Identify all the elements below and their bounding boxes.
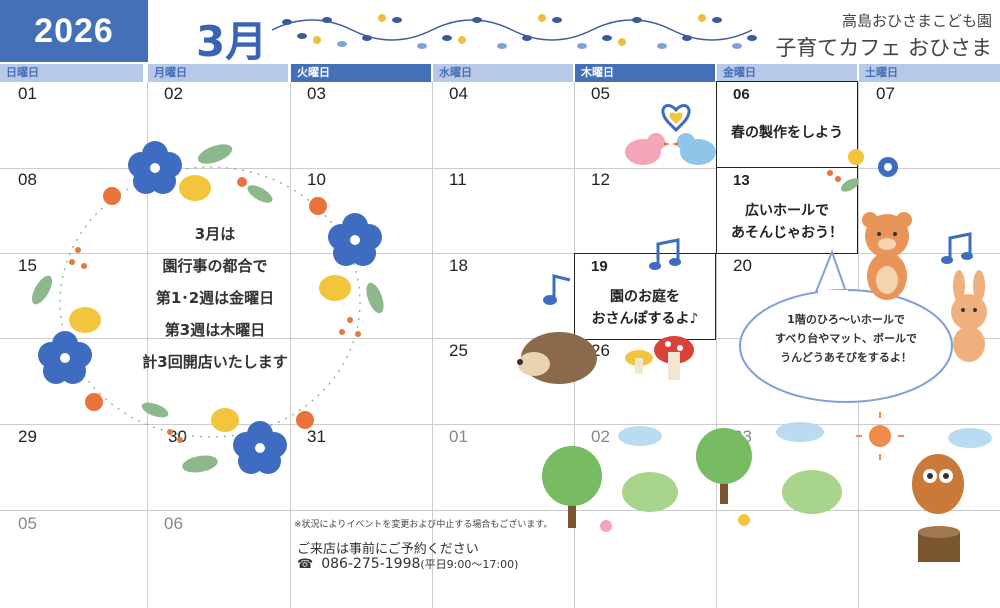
day-cell: 01	[18, 84, 37, 103]
grid-line	[0, 510, 1000, 511]
grid-line	[147, 82, 148, 608]
business-hours: (平日9:00～17:00)	[420, 558, 519, 571]
grid-line	[0, 168, 1000, 169]
bubble-line-1: 1階のひろ～いホールで	[787, 313, 905, 326]
hedgehog-illustration	[517, 332, 694, 384]
forest-illustration	[542, 412, 992, 562]
bubble-line-2: すべり台やマット、ボールで	[774, 332, 917, 345]
day-cell: 12	[591, 170, 610, 189]
day-cell: 10	[307, 170, 326, 189]
day-cell: 31	[307, 427, 326, 446]
event-text-line2: おさんぽするよ♪	[591, 311, 699, 327]
weekday-sat: 土曜日	[859, 64, 1000, 82]
day-cell: 20	[733, 256, 752, 275]
day-cell: 05	[591, 84, 610, 103]
day-cell: 01	[449, 427, 468, 446]
grid-line	[432, 82, 433, 608]
day-cell: 07	[876, 84, 895, 103]
speech-bubble	[739, 249, 953, 403]
grid-line	[290, 82, 291, 608]
cafe-name: 子育てカフェ おひさま	[775, 36, 992, 60]
event-card-06: 06 春の製作をしよう	[716, 81, 858, 168]
day-cell: 02	[164, 84, 183, 103]
grid-line	[716, 82, 717, 608]
day-cell: 06	[164, 514, 183, 533]
music-note-icon	[543, 274, 571, 305]
birds-illustration	[625, 104, 716, 165]
grid-line	[0, 338, 1000, 339]
reservation-text: ご来店は事前にご予約ください	[297, 542, 479, 557]
bear-illustration	[862, 212, 912, 300]
org-name: 高島おひさまこども園	[841, 12, 992, 30]
event-day: 19	[591, 258, 608, 275]
day-cell: 25	[449, 341, 468, 360]
sprig-decoration	[827, 149, 898, 192]
notice-line-2: 園行事の都合で	[162, 257, 268, 275]
day-cell: 15	[18, 256, 37, 275]
weekday-fri: 金曜日	[717, 64, 857, 82]
notice-line-5: 計3回開店いたします	[142, 353, 288, 371]
music-note-icon	[941, 232, 973, 264]
event-text-line1: 広いホールで	[745, 203, 829, 219]
day-cell: 08	[18, 170, 37, 189]
weekday-mon: 月曜日	[148, 64, 288, 82]
grid-line	[0, 424, 1000, 425]
day-cell: 18	[449, 256, 468, 275]
event-card-13: 13 広いホールで あそんじゃおう！	[716, 167, 858, 254]
phone-number: 086-275-1998	[321, 556, 421, 572]
vine-garland-decoration	[272, 14, 757, 49]
weekday-sun: 日曜日	[0, 64, 143, 82]
rabbit-illustration	[951, 270, 987, 362]
event-text: 春の製作をしよう	[731, 125, 843, 141]
phone-row: ☎ 086-275-1998 (平日9:00～17:00)	[297, 556, 518, 572]
event-day: 06	[733, 86, 750, 103]
bubble-line-3: うんどうあそびをするよ！	[780, 351, 912, 364]
weekday-wed: 水曜日	[433, 64, 573, 82]
day-cell: 05	[18, 514, 37, 533]
event-card-19: 19 園のお庭を おさんぽするよ♪	[574, 253, 716, 340]
grid-line	[0, 253, 1000, 254]
telephone-icon: ☎	[297, 557, 314, 572]
day-cell: 03	[307, 84, 326, 103]
event-day: 13	[733, 172, 750, 189]
day-cell: 29	[18, 427, 37, 446]
music-note-icon	[649, 238, 681, 270]
disclaimer-text: ※状況によりイベントを変更および中止する場合もございます。	[294, 520, 553, 530]
event-text-line1: 園のお庭を	[610, 289, 680, 305]
event-text-line2: あそんじゃおう！	[731, 225, 843, 241]
month-title: 3月	[196, 17, 268, 66]
day-cell: 11	[449, 170, 467, 189]
year-label: 2026	[0, 0, 148, 62]
notice-line-4: 第3週は木曜日	[164, 321, 266, 339]
weekday-tue: 火曜日	[291, 64, 431, 82]
day-cell: 04	[449, 84, 468, 103]
notice-line-3: 第1･2週は金曜日	[155, 289, 275, 307]
weekday-thu: 木曜日	[575, 64, 715, 82]
notice-line-1: 3月は	[194, 225, 236, 243]
flower-wreath-decoration	[31, 141, 384, 474]
day-cell: 02	[591, 427, 610, 446]
